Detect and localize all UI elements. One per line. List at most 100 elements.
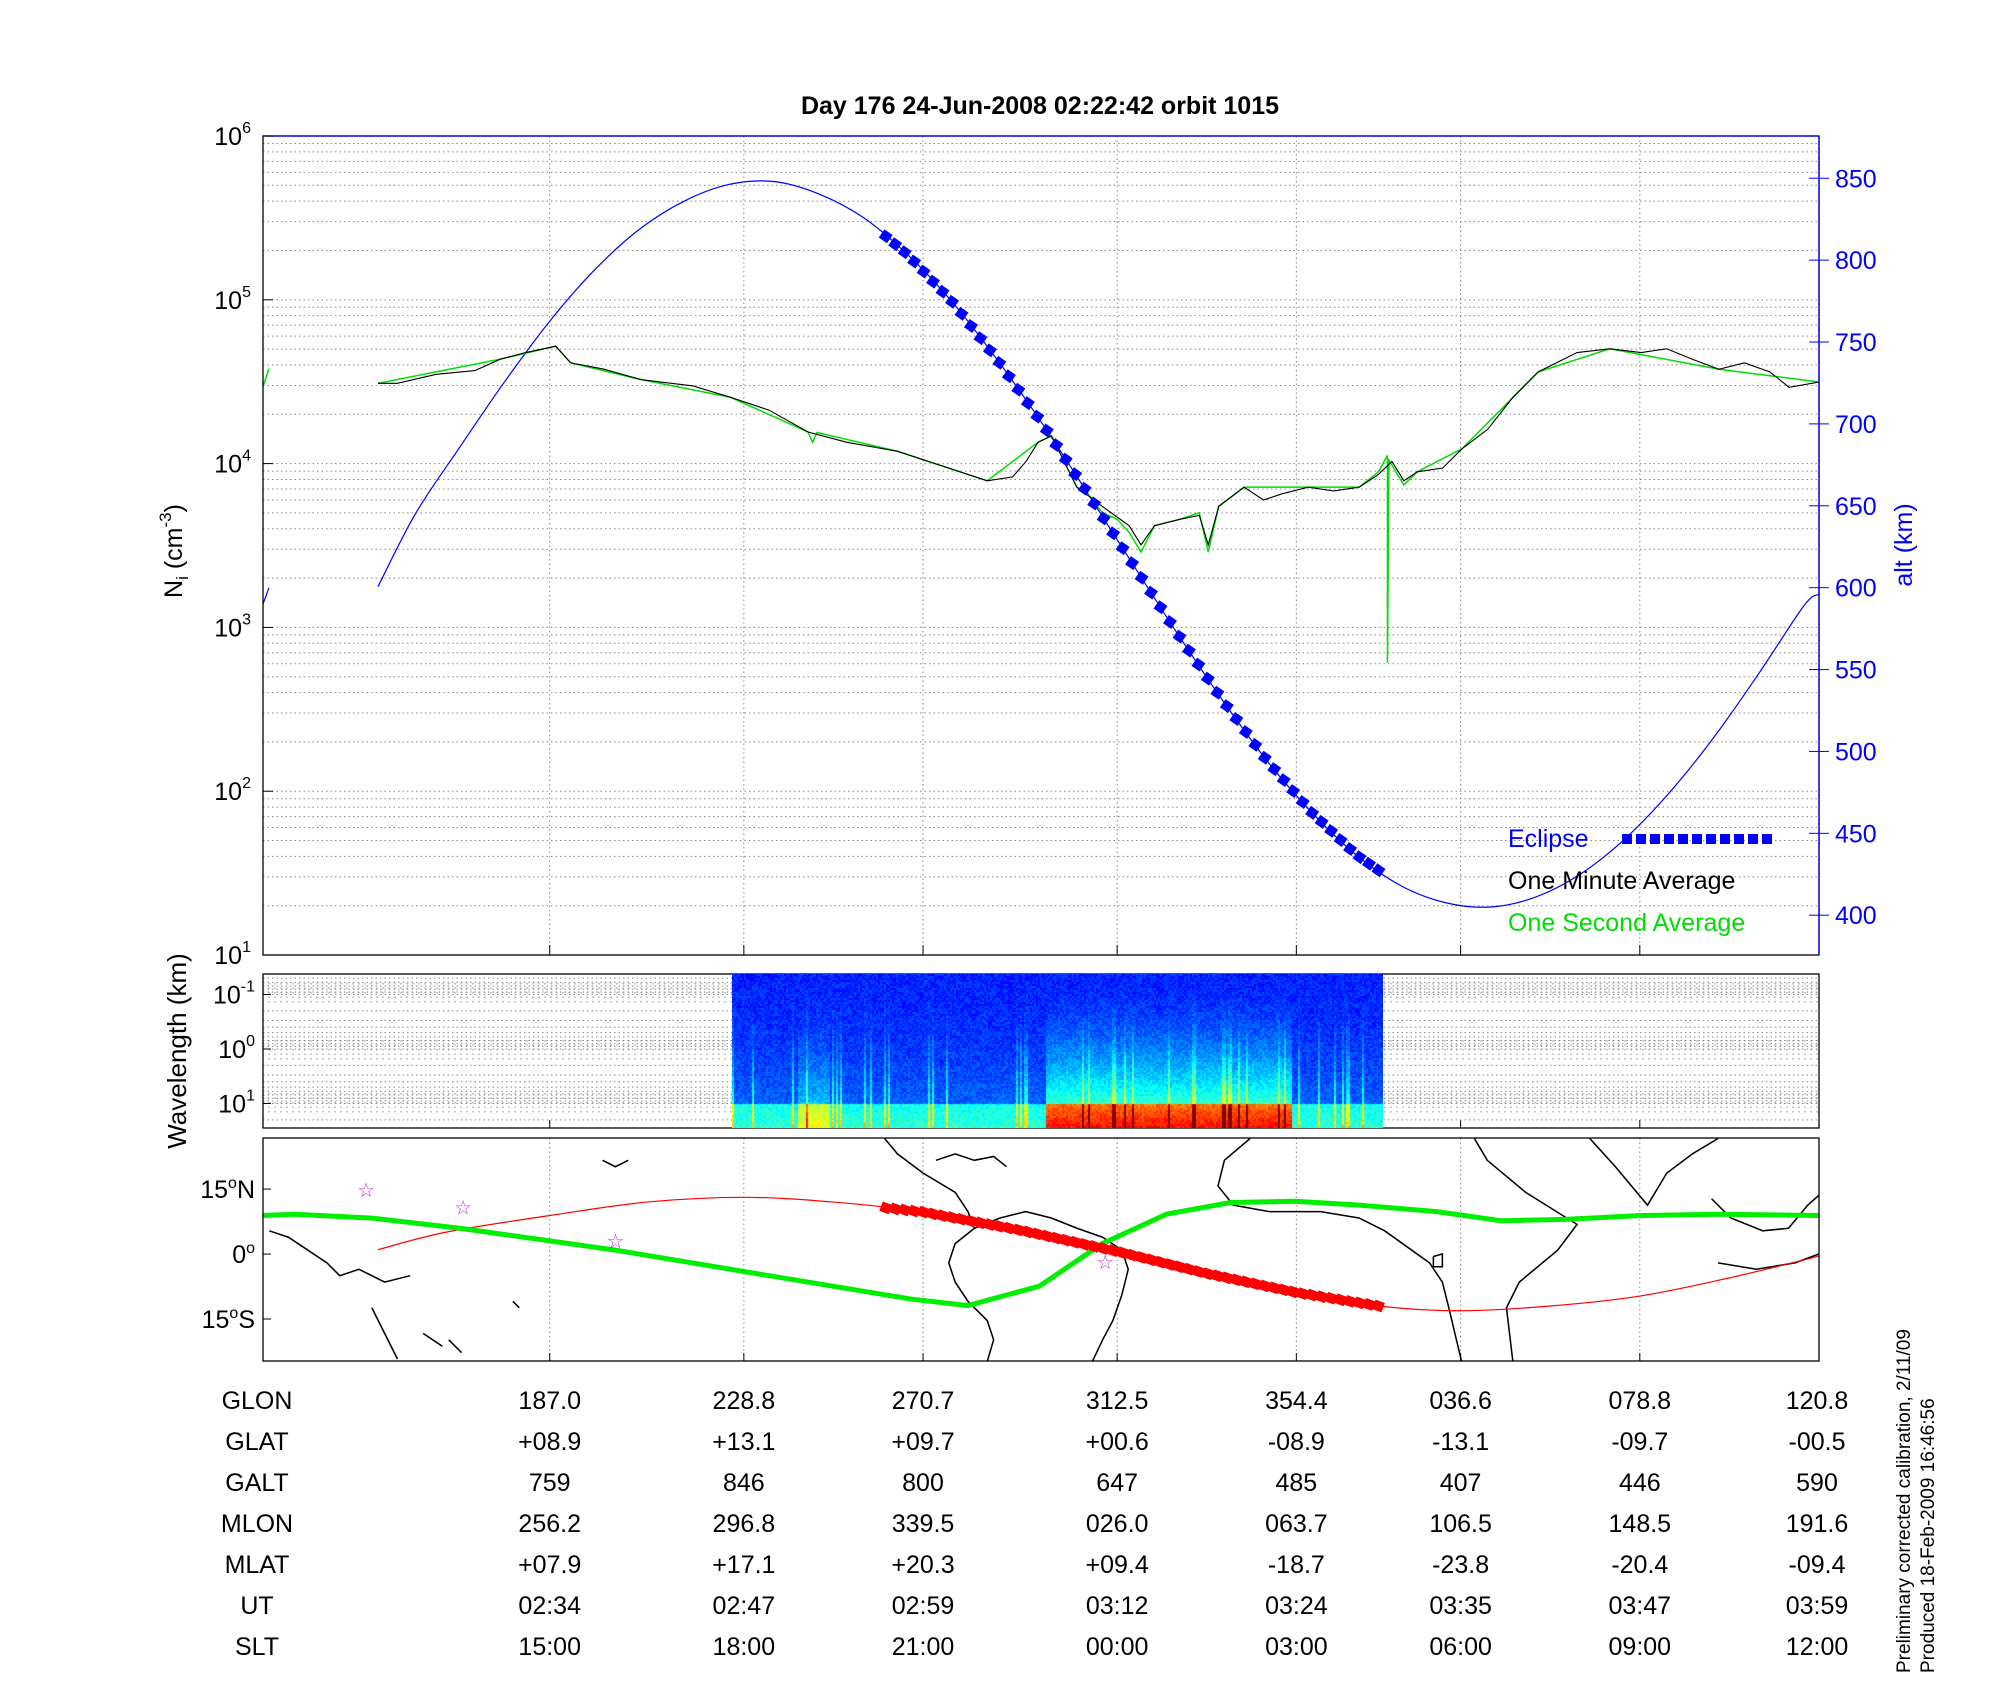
table-cell: 03:12 [1086,1592,1149,1620]
table-cell: 02:59 [892,1592,955,1620]
eclipse-track-marker [1220,1271,1234,1285]
eclipse-marker [945,294,959,309]
map-frame [262,1137,1820,1362]
eclipse-marker [888,237,903,252]
legend-eclipse-square [1706,834,1716,844]
eclipse-marker [1068,467,1083,482]
eclipse-marker [1238,724,1253,739]
eclipse-track-marker [898,1203,912,1217]
eclipse-track-marker [993,1219,1006,1233]
table-cell: 09:00 [1609,1633,1672,1661]
map-lat-label: 15oS [202,1305,255,1334]
eclipse-track-marker [1315,1290,1329,1304]
eclipse-track-marker [1078,1237,1092,1251]
footnote-produced: Produced 18-Feb-2009 16:46:56 [1918,1398,1939,1673]
one-second-average-start [262,368,270,387]
eclipse-track-marker [1210,1269,1224,1283]
eclipse-marker [1229,712,1244,726]
eclipse-marker [1039,423,1054,438]
eclipse-marker [1333,833,1348,847]
y-axis-label: Ni (cm-3) [156,504,192,598]
y-tick-label: 105 [214,284,251,315]
eclipse-track-marker [1305,1288,1319,1302]
spectrogram-heatmap [732,974,1383,1128]
eclipse-track-marker [1097,1242,1111,1255]
table-cell: -18.7 [1268,1551,1325,1579]
y2-axis-label: alt (km) [1890,503,1918,586]
table-cell: 354.4 [1265,1387,1328,1415]
spec-y-tick-label: 10-1 [213,979,255,1010]
eclipse-track-marker [879,1201,893,1215]
altitude-line [377,180,1820,908]
legend-second-label: One Second Average [1508,909,1745,937]
eclipse-track-marker [907,1204,921,1218]
table-cell: 228.8 [713,1387,776,1415]
eclipse-track-marker [1087,1240,1101,1253]
y-tick-label: 106 [214,120,251,151]
table-cell: +13.1 [712,1428,775,1456]
table-row-slt: SLT 15:00 18:00 21:00 00:00 03:00 06:00 09:00 12… [235,1633,1848,1661]
eclipse-track-marker [1248,1277,1262,1291]
y2-tick-label: 850 [1835,165,1877,193]
eclipse-track-marker [1362,1298,1376,1311]
eclipse-track-marker [1343,1294,1357,1308]
eclipse-marker [1163,615,1177,629]
eclipse-marker [926,274,941,289]
row-label: MLAT [225,1551,290,1579]
table-row-galt: GALT 759 846 800 647 485 407 446 590 [225,1469,1838,1497]
eclipse-marker [1172,629,1187,644]
orbit-table: GLON 187.0 228.8 270.7 312.5 354.4 036.6 078.8 1… [221,1387,1848,1661]
y-tick-base: 10 [214,287,242,315]
table-cell: 191.6 [1786,1510,1849,1538]
eclipse-marker [1210,685,1225,700]
eclipse-marker [1191,657,1206,672]
eclipse-track-marker [1239,1275,1253,1289]
y2-tick-label: 800 [1835,247,1877,275]
table-cell: 800 [902,1469,944,1497]
table-cell: +09.4 [1086,1551,1149,1579]
row-label: GLON [222,1387,293,1415]
map-lat-label: 15oN [200,1175,255,1204]
eclipse-track-marker [1030,1227,1044,1241]
row-label: GLAT [225,1428,288,1456]
eclipse-track-marker [1296,1287,1310,1301]
degree-symbol: o [246,1240,255,1257]
eclipse-track-marker [1182,1262,1196,1276]
y-label-part: ) [160,504,188,512]
table-cell: 339.5 [892,1510,955,1538]
y-tick-exponent: 5 [242,284,251,301]
eclipse-track-marker [1267,1281,1281,1295]
coastlines [268,1137,1820,1362]
y2-tick-label: 650 [1835,493,1877,521]
eclipse-track-marker [1277,1283,1291,1297]
legend-eclipse-square [1636,834,1646,844]
table-cell: +20.3 [891,1551,954,1579]
spec-tick-base: 10 [218,1036,246,1064]
eclipse-track-marker [1154,1255,1167,1269]
y-tick-exponent: 3 [242,611,251,628]
spec-tick-base: 10 [213,982,241,1010]
eclipse-track-marker [974,1216,987,1230]
table-row-mlat: MLAT +07.9 +17.1 +20.3 +09.4 -18.7 -23.8 -20.4 -… [225,1551,1846,1579]
star-icon: ☆ [606,1231,624,1253]
y2-tick-label: 450 [1835,820,1877,848]
eclipse-marker [1343,842,1358,856]
eclipse-marker [992,355,1007,370]
eclipse-track-marker [1002,1221,1016,1235]
legend-eclipse-square [1692,834,1702,844]
eclipse-marker [1314,814,1329,829]
legend-eclipse-square [1748,834,1758,844]
legend-eclipse-square [1762,834,1772,844]
eclipse-track-marker [983,1218,997,1231]
spec-y-tick-label: 101 [218,1088,255,1119]
table-cell: 03:47 [1609,1592,1672,1620]
eclipse-marker [1371,863,1386,878]
y2-tick-label: 600 [1835,575,1877,603]
chart-title: Day 176 24-Jun-2008 02:22:42 orbit 1015 [801,92,1279,120]
y-tick-exponent: 2 [242,775,251,792]
eclipse-marker [964,319,978,333]
spec-y-tick-label: 100 [218,1033,255,1064]
y-tick-label: 101 [214,939,251,970]
eclipse-marker [878,229,893,244]
spectrogram-y-label: Wavelength (km) [162,953,192,1149]
